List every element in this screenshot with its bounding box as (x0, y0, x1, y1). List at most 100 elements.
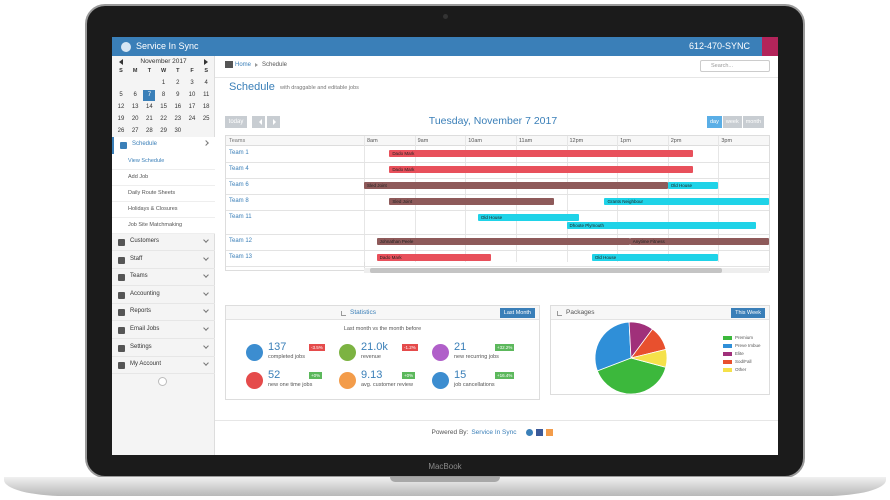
job-label: Old House (480, 215, 503, 220)
team-label: Team 11 (229, 214, 252, 220)
footer-link[interactable]: Service In Sync (471, 429, 517, 436)
menu-item[interactable]: Teams (112, 269, 215, 287)
calendar-day[interactable]: 21 (146, 116, 153, 122)
pie-slice[interactable] (630, 348, 668, 368)
period-button[interactable]: This Week (731, 308, 765, 318)
calendar-day[interactable]: 22 (160, 116, 167, 122)
job-bar[interactable]: Grants Neighbour (604, 198, 769, 205)
calendar-day[interactable]: 20 (131, 116, 139, 122)
menu-item[interactable]: Email Jobs (112, 322, 215, 339)
calendar-day[interactable]: 3 (190, 80, 194, 86)
job-bar[interactable]: Sled Joint (389, 198, 554, 205)
calendar-day[interactable]: 11 (203, 92, 210, 98)
today-button[interactable]: today (225, 116, 247, 128)
hour-label: 2pm (670, 138, 682, 144)
calendar-day[interactable]: 13 (131, 104, 139, 110)
calendar-day[interactable]: 14 (146, 104, 153, 110)
calendar-day[interactable]: 27 (131, 128, 139, 134)
search-box[interactable]: Search... (700, 60, 770, 72)
calendar-day[interactable]: 6 (133, 92, 137, 98)
submenu-item[interactable]: Job Site Matchmaking (112, 218, 215, 234)
row-line (226, 210, 769, 211)
page-title: Schedule (229, 81, 275, 93)
social-icon[interactable] (535, 429, 543, 436)
social-icon[interactable] (525, 429, 533, 436)
calendar-day[interactable]: 12 (117, 104, 125, 110)
calendar-day[interactable]: 28 (146, 128, 153, 134)
submenu-item[interactable]: Daily Route Sheets (112, 186, 215, 202)
submenu-item[interactable]: View Schedule (112, 154, 215, 170)
schedule-date: Tuesday, November 7 2017 (428, 115, 558, 127)
view-button[interactable]: day (707, 116, 722, 128)
page-subtitle: with draggable and editable jobs (280, 85, 359, 91)
menu-label: Customers (130, 238, 160, 244)
next-month[interactable] (204, 59, 211, 65)
scrollbar-thumb[interactable] (370, 268, 723, 273)
job-bar[interactable]: Dado Mark (389, 166, 694, 173)
calendar-day[interactable]: 23 (174, 116, 182, 122)
prev-arrow (256, 119, 262, 125)
period-button[interactable]: Last Month (499, 308, 535, 318)
menu-item[interactable]: Schedule (112, 137, 215, 154)
menu-item[interactable]: Settings (112, 340, 215, 357)
menu-item[interactable]: Staff (112, 252, 215, 269)
calendar-day[interactable]: 5 (119, 92, 123, 98)
hour-label: 9am (417, 138, 429, 144)
pie-slice[interactable] (594, 321, 632, 372)
divider (215, 77, 778, 78)
calendar-day[interactable]: 26 (117, 128, 125, 134)
calendar-day[interactable]: 17 (188, 104, 196, 110)
submenu-item[interactable]: Add Job (112, 170, 215, 186)
job-bar[interactable]: Old House (477, 214, 580, 221)
job-bar[interactable]: Dado Mark (389, 150, 694, 157)
job-bar[interactable]: Johnathan Peele (376, 238, 630, 245)
job-bar[interactable]: Old House (667, 182, 719, 189)
calendar-day[interactable]: 10 (188, 92, 196, 98)
calendar-day[interactable]: 25 (202, 116, 210, 122)
notification-button[interactable] (762, 37, 778, 56)
breadcrumb-home[interactable]: Home (235, 62, 252, 68)
view-button[interactable]: month (742, 116, 765, 128)
stat-label: revenue (361, 354, 381, 360)
calendar-day[interactable]: 7 (143, 90, 156, 101)
calendar-day[interactable]: 1 (161, 80, 166, 86)
job-label: Grants Neighbour (607, 199, 643, 204)
menu-icon (118, 309, 125, 317)
calendar-day[interactable]: 30 (174, 128, 182, 134)
job-bar[interactable]: Dhoote Plymouth (566, 222, 757, 229)
job-bar[interactable]: Sled Joint (364, 182, 668, 189)
submenu-item[interactable]: Holidays & Closures (112, 202, 215, 218)
calendar-day[interactable]: 4 (204, 80, 208, 86)
row-line (226, 178, 769, 179)
stat-icon (339, 372, 356, 389)
view-button[interactable]: week (722, 116, 742, 128)
calendar-day[interactable]: 9 (176, 92, 180, 98)
menu-item[interactable]: My Account (112, 357, 215, 375)
calendar-day[interactable]: 18 (202, 104, 210, 110)
job-bar[interactable]: Dado Mark (376, 254, 491, 261)
sidebar: November 2017 S M T W T F S 1 2 3 4 5 6 7 8 9 10 11 12 13 14… (112, 56, 215, 455)
next-button[interactable] (267, 116, 280, 128)
pie-slice[interactable] (596, 357, 667, 395)
prev-month[interactable] (116, 59, 123, 65)
footer: Powered By: Service In Sync (362, 429, 622, 436)
calendar-day[interactable]: 2 (176, 80, 180, 86)
brand[interactable]: Service In Sync (136, 41, 199, 51)
menu-item[interactable]: Customers (112, 234, 215, 251)
menu-item[interactable]: Reports (112, 304, 215, 322)
job-bar[interactable]: Anytime Fitness (629, 238, 769, 245)
calendar-day[interactable]: 8 (161, 92, 166, 98)
calendar-day[interactable]: 29 (160, 128, 167, 134)
job-bar[interactable]: Old House (591, 254, 719, 261)
calendar-day[interactable]: 24 (188, 116, 196, 122)
prev-button[interactable] (252, 116, 265, 128)
laptop-base (4, 477, 886, 496)
calendar-day[interactable]: 19 (117, 116, 125, 122)
social-icon[interactable] (545, 429, 553, 436)
calendar-day[interactable]: 16 (174, 104, 182, 110)
calendar-day[interactable]: 15 (160, 104, 167, 110)
collapse-button[interactable] (158, 376, 167, 386)
team-header: Teams (229, 138, 246, 144)
menu-item[interactable]: Accounting (112, 287, 215, 304)
job-label: Old House (594, 255, 617, 260)
